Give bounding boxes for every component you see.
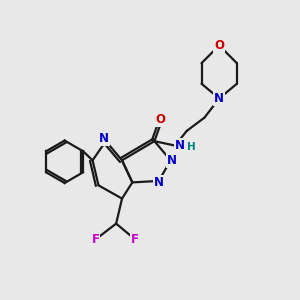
Text: N: N xyxy=(99,132,110,145)
Text: F: F xyxy=(92,233,100,246)
Text: N: N xyxy=(214,92,224,105)
Text: N: N xyxy=(167,154,177,167)
Text: O: O xyxy=(155,112,165,126)
Text: H: H xyxy=(187,142,196,152)
Text: O: O xyxy=(214,39,224,52)
Text: N: N xyxy=(175,139,185,152)
Text: N: N xyxy=(154,176,164,189)
Text: F: F xyxy=(131,233,139,246)
